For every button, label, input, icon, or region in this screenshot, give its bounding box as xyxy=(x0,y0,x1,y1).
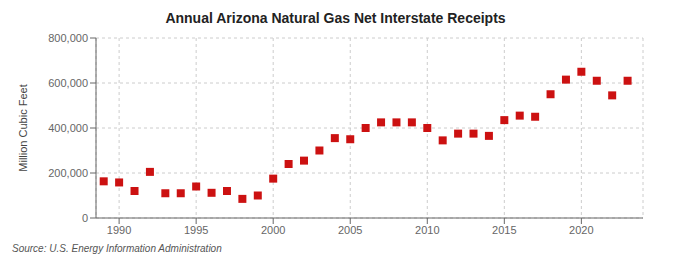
svg-text:Million Cubic Feet: Million Cubic Feet xyxy=(17,84,29,171)
svg-text:0: 0 xyxy=(82,212,88,224)
svg-text:1990: 1990 xyxy=(107,224,131,236)
html-text:Source: U.S. Energy Informatio: Source: U.S. Energy Information Administ… xyxy=(12,243,222,254)
html-text:Annual Arizona Natural Gas Net: Annual Arizona Natural Gas Net Interstat… xyxy=(165,10,506,26)
svg-text:2020: 2020 xyxy=(569,224,593,236)
svg-text:2015: 2015 xyxy=(492,224,516,236)
svg-text:2010: 2010 xyxy=(415,224,439,236)
svg-text:2005: 2005 xyxy=(338,224,362,236)
svg-text:2000: 2000 xyxy=(261,224,285,236)
svg-text:800,000: 800,000 xyxy=(48,32,88,44)
svg-text:1995: 1995 xyxy=(184,224,208,236)
svg-text:600,000: 600,000 xyxy=(48,77,88,89)
svg-text:200,000: 200,000 xyxy=(48,167,88,179)
svg-text:400,000: 400,000 xyxy=(48,122,88,134)
